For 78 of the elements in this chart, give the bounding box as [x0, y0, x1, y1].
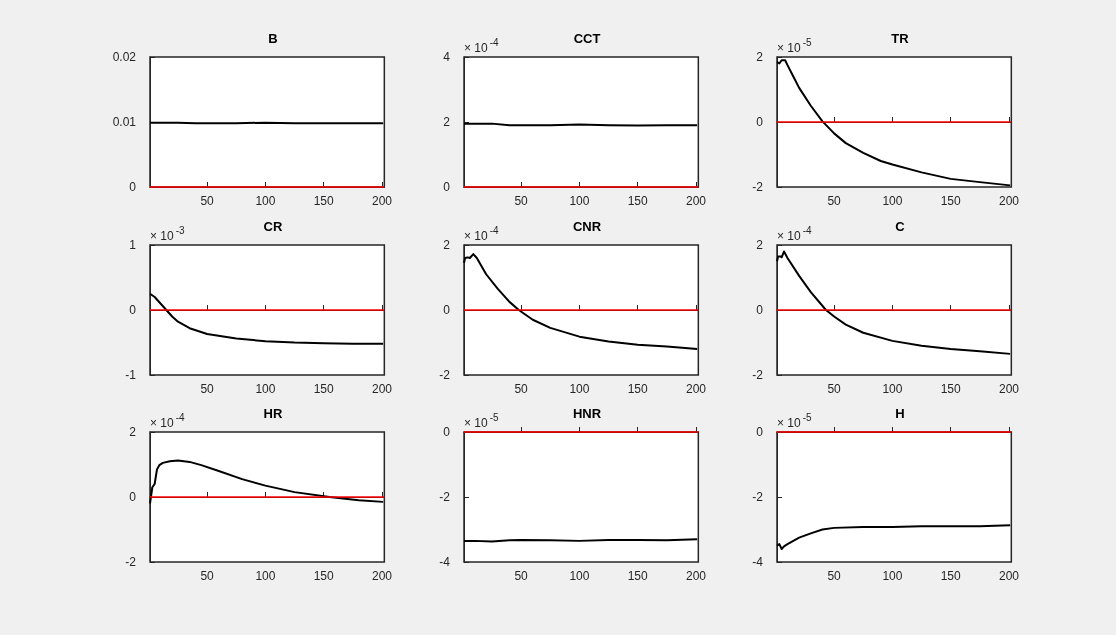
- x-tick-label: 100: [882, 569, 903, 583]
- y-tick-label: 0: [756, 115, 764, 129]
- y-tick-label: -2: [752, 180, 764, 194]
- y-tick-label: 4: [442, 50, 450, 64]
- y-tick-label: 0: [442, 425, 450, 439]
- y-tick-label: 2: [129, 425, 137, 439]
- y-tick-label: -2: [125, 555, 137, 569]
- y-tick-label: -4: [752, 555, 764, 569]
- y-tick-label: 0: [442, 180, 450, 194]
- x-tick-label: 50: [827, 569, 842, 583]
- y-tick-label: -2: [438, 490, 450, 504]
- x-tick-label: 200: [998, 569, 1020, 583]
- line-series: [149, 459, 385, 505]
- x-tick-label: 50: [200, 194, 215, 208]
- y-tick-label: 2: [442, 237, 450, 252]
- y-tick-label: -2: [438, 367, 450, 382]
- x-tick-label: 50: [200, 381, 215, 396]
- y-tick-label: 0: [756, 425, 764, 439]
- x-tick-label: 100: [255, 194, 276, 208]
- x-tick-label: 150: [313, 381, 335, 396]
- x-tick-label: 50: [827, 194, 842, 208]
- x-tick-label: 150: [313, 194, 335, 208]
- chart-title: CR: [263, 218, 283, 234]
- y-tick-label: 0: [129, 180, 137, 194]
- y-tick-label: 2: [442, 115, 450, 129]
- y-tick-label: 0: [129, 302, 137, 317]
- x-tick-label: 150: [627, 194, 648, 208]
- x-tick-label: 50: [513, 194, 528, 208]
- chart-title: HNR: [572, 406, 602, 421]
- x-tick-label: 200: [371, 194, 393, 208]
- y-tick-label: -1: [125, 367, 137, 382]
- y-tick-label: -4: [438, 555, 450, 569]
- chart-title: HR: [263, 406, 283, 421]
- x-tick-label: 200: [998, 381, 1020, 396]
- x-tick-label: 150: [940, 569, 962, 583]
- x-tick-label: 150: [940, 194, 962, 208]
- x-tick-label: 50: [513, 381, 528, 396]
- x-tick-label: 100: [882, 381, 903, 396]
- y-tick-label: -2: [752, 367, 764, 382]
- chart-title: H: [895, 406, 905, 421]
- line-series: [462, 252, 698, 350]
- x-tick-label: 200: [685, 194, 706, 208]
- y-tick-label: 2: [756, 237, 764, 252]
- line-series: [776, 524, 1012, 550]
- x-tick-label: 100: [255, 381, 276, 396]
- chart-title: C: [895, 218, 906, 234]
- chart-title: CNR: [572, 218, 602, 234]
- y-tick-label: 2: [756, 50, 764, 64]
- y-tick-label: 0: [756, 302, 764, 317]
- x-tick-label: 150: [940, 381, 962, 396]
- x-tick-label: 150: [313, 569, 335, 583]
- x-tick-label: 200: [685, 569, 706, 583]
- x-tick-label: 200: [371, 569, 393, 583]
- y-tick-label: 0: [129, 490, 137, 504]
- y-tick-label: -2: [752, 490, 764, 504]
- x-tick-label: 50: [200, 569, 215, 583]
- chart-title: TR: [891, 31, 910, 46]
- x-tick-label: 100: [882, 194, 903, 208]
- y-tick-label: 0: [442, 302, 450, 317]
- chart-title: CCT: [573, 31, 600, 46]
- chart-title: B: [268, 31, 278, 46]
- x-tick-label: 100: [255, 569, 276, 583]
- x-tick-label: 150: [627, 569, 648, 583]
- x-tick-label: 150: [627, 381, 648, 396]
- line-series: [776, 59, 1012, 187]
- y-tick-label: 0.02: [112, 50, 137, 64]
- x-tick-label: 200: [685, 381, 706, 396]
- x-tick-label: 200: [371, 381, 393, 396]
- x-tick-label: 100: [568, 194, 590, 208]
- x-tick-label: 100: [568, 569, 590, 583]
- line-series: [149, 292, 385, 345]
- y-tick-label: 1: [129, 237, 137, 252]
- x-tick-label: 50: [827, 381, 842, 396]
- x-tick-label: 50: [513, 569, 528, 583]
- line-series: [776, 250, 1012, 355]
- x-tick-label: 200: [998, 194, 1020, 208]
- y-tick-label: 0.01: [112, 115, 137, 129]
- x-tick-label: 100: [568, 381, 590, 396]
